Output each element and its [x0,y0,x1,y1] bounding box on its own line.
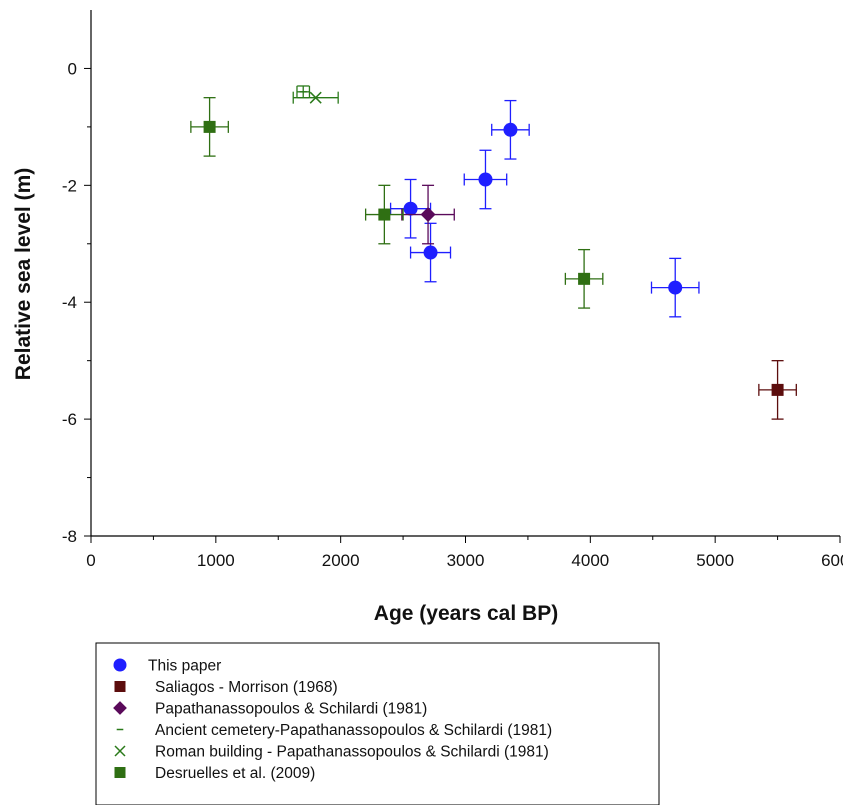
legend: This paper Saliagos - Morrison (1968) Papa… [95,642,660,805]
legend-label: Desruelles et al. (2009) [155,765,315,782]
y-tick-label: -8 [62,527,77,546]
legend-marker [113,658,127,672]
data-point [771,383,784,396]
data-point [578,272,591,285]
y-tick-label: -4 [62,293,77,312]
data-point [378,208,391,221]
y-tick-label: -2 [62,176,77,195]
data-point [478,172,493,187]
legend-marker [114,745,126,757]
legend-marker [114,767,126,778]
legend-box [95,642,660,805]
legend-marker [113,701,127,715]
legend-label: This paper [148,658,221,675]
legend-label: Papathanassopoulos & Schilardi (1981) [155,701,427,718]
series-group [296,85,311,99]
data-point [203,120,216,133]
series-group [389,99,700,318]
x-tick-label: 6000 [821,551,843,570]
axes: 0 1000 2000 3000 4000 5000 6000 -8 -6 -4 -2 0 [62,10,843,570]
x-tick-label: 3000 [447,551,485,570]
y-tick-label: -6 [62,410,77,429]
data-point [309,91,322,104]
legend-label: Saliagos - Morrison (1968) [155,679,338,696]
legend-marker [114,681,126,692]
x-tick-label: 1000 [197,551,235,570]
x-axis-title: Age (years cal BP) [374,602,558,625]
legend-label: Ancient cemetery-Papathanassopoulos & Sc… [155,722,552,739]
data-point [503,122,518,137]
series-group [292,91,339,104]
data-point [668,280,683,295]
x-tick-label: 2000 [322,551,360,570]
x-tick-label: 5000 [696,551,734,570]
chart-marks [190,85,797,420]
y-tick-label: 0 [68,59,77,78]
series-group [758,360,797,420]
x-tick-label: 0 [86,551,95,570]
legend-label: Roman building - Papathanassopoulos & Sc… [155,744,549,761]
y-axis-title: Relative sea level (m) [12,168,35,380]
x-tick-label: 4000 [571,551,609,570]
data-point [423,245,438,260]
data-point [403,201,418,216]
series-group [190,97,604,309]
data-point [420,207,436,223]
series-group [401,184,455,245]
